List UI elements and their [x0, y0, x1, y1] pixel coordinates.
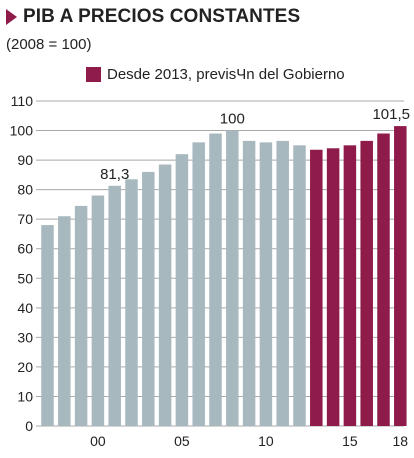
bar	[276, 140, 289, 427]
bar	[310, 149, 323, 426]
chart-title: PIB A PRECIOS CONSTANTES	[6, 5, 300, 29]
data-label: 100	[220, 111, 245, 128]
y-tick-label: 20	[17, 359, 33, 375]
bar	[91, 195, 105, 426]
legend-label: Desde 2013, previsЧn del Gobierno	[107, 66, 345, 83]
bar	[158, 164, 172, 427]
y-tick-label: 100	[10, 123, 34, 139]
y-tick-label: 30	[17, 329, 33, 345]
bar	[293, 145, 306, 426]
data-label: 81,3	[100, 166, 129, 183]
y-tick-label: 40	[17, 300, 33, 316]
legend: Desde 2013, previsЧn del Gobierno	[86, 66, 345, 83]
bar	[259, 142, 273, 426]
y-tick-label: 90	[17, 152, 33, 168]
x-tick-label: 10	[258, 433, 274, 449]
bar	[108, 185, 121, 426]
y-tick-label: 80	[17, 182, 33, 198]
x-tick-label: 05	[174, 433, 190, 449]
bar	[226, 130, 239, 426]
y-tick-label: 10	[17, 388, 33, 404]
bar	[142, 171, 155, 426]
y-tick-label: 0	[25, 418, 33, 434]
bar	[74, 205, 88, 426]
y-tick-label: 110	[11, 93, 34, 109]
bar	[175, 154, 189, 426]
bar	[394, 126, 407, 426]
bar	[377, 133, 390, 426]
bar	[41, 225, 54, 426]
y-tick-label: 60	[17, 241, 33, 257]
bar	[192, 142, 205, 426]
bar	[360, 140, 373, 427]
y-tick-label: 50	[17, 270, 33, 286]
x-tick-label: 18	[393, 433, 409, 449]
bar	[58, 216, 71, 426]
data-label: 101,5	[372, 106, 410, 123]
legend-swatch	[86, 67, 101, 82]
bar	[209, 133, 222, 426]
bar	[242, 140, 256, 427]
bar	[125, 179, 138, 426]
triangle-right-icon	[6, 9, 17, 25]
y-tick-label: 70	[17, 211, 33, 227]
x-tick-label: 15	[342, 433, 358, 449]
x-tick-label: 00	[90, 433, 106, 449]
bar	[326, 148, 340, 427]
chart-subtitle: (2008 = 100)	[6, 36, 92, 53]
bar	[343, 145, 357, 426]
chart-title-text: PIB A PRECIOS CONSTANTES	[23, 6, 301, 27]
